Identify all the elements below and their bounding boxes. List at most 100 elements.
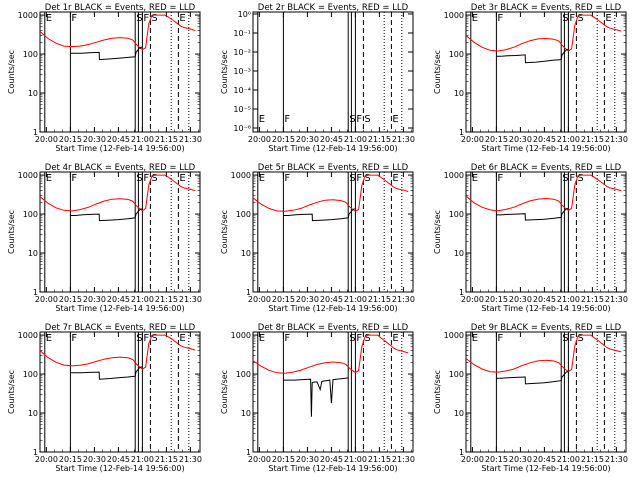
panel-title: Det 7r BLACK = Events, RED = LLD	[45, 323, 196, 333]
event-label-E1: E	[259, 114, 265, 125]
x-tick-label: 20:00	[248, 295, 271, 304]
y-tick-label: 100	[236, 370, 251, 379]
y-axis-label: Counts/sec	[433, 370, 442, 414]
x-tick-label: 21:00	[557, 295, 580, 304]
x-tick-label: 20:15	[485, 295, 508, 304]
y-axis-label: Counts/sec	[7, 210, 16, 254]
event-label-S1: S	[562, 333, 568, 344]
event-label-S3: S	[364, 114, 370, 125]
y-tick-label: 100	[23, 210, 38, 219]
event-label-E2: E	[179, 13, 185, 24]
x-axis-label: Start Time (12-Feb-14 19:56:00)	[55, 144, 184, 153]
panel-det-8: Det 8r BLACK = Events, RED = LLD 1 10 100 10…	[220, 323, 415, 473]
x-tick-label: 20:15	[485, 135, 508, 144]
plot-frame	[252, 11, 414, 133]
series-events	[283, 208, 356, 222]
x-tick-label: 20:30	[296, 295, 319, 304]
event-label-E1: E	[46, 333, 52, 344]
panel-det-6: Det 6r BLACK = Events, RED = LLD 1 10 100 10…	[433, 163, 628, 313]
x-tick-label: 20:15	[272, 455, 295, 464]
y-tick-label: 10	[241, 409, 251, 418]
event-label-S1: S	[562, 13, 568, 24]
event-label-F2: F	[569, 173, 575, 184]
x-axis-label: Start Time (12-Feb-14 19:56:00)	[481, 304, 610, 313]
event-label-F2: F	[143, 173, 149, 184]
x-axis-label: Start Time (12-Feb-14 19:56:00)	[268, 464, 397, 473]
y-tick-label: 1000	[444, 331, 464, 340]
event-label-E2: E	[605, 173, 611, 184]
x-tick-label: 21:00	[344, 135, 367, 144]
x-tick-label: 21:00	[131, 455, 154, 464]
event-label-E2: E	[392, 114, 398, 125]
x-tick-label: 20:45	[107, 295, 130, 304]
x-tick-label: 20:30	[509, 295, 532, 304]
x-tick-label: 20:00	[461, 135, 484, 144]
y-axis-label: Counts/sec	[7, 50, 16, 94]
x-tick-label: 21:00	[557, 455, 580, 464]
event-label-F2: F	[143, 13, 149, 24]
x-tick-label: 21:30	[179, 135, 202, 144]
event-label-E1: E	[472, 333, 478, 344]
event-label-E1: E	[259, 173, 265, 184]
event-label-F1: F	[284, 173, 290, 184]
series-events	[70, 366, 143, 380]
panel-det-1: Det 1r BLACK = Events, RED = LLD 1 10 100 10…	[7, 3, 202, 153]
event-label-F2: F	[143, 333, 149, 344]
series-events	[70, 46, 143, 61]
y-tick-label: 100	[449, 50, 464, 59]
y-tick-label: 1	[246, 448, 251, 457]
series-lld	[39, 334, 196, 370]
x-tick-label: 21:30	[179, 455, 202, 464]
y-tick-label: 1	[459, 288, 464, 297]
event-label-S3: S	[577, 333, 583, 344]
x-tick-label: 20:30	[296, 135, 319, 144]
y-tick-label: 100	[23, 370, 38, 379]
y-tick-label: 100	[449, 370, 464, 379]
x-tick-label: 21:30	[605, 455, 628, 464]
y-tick-label: 10	[454, 89, 464, 98]
y-tick-label: 1000	[18, 171, 38, 180]
x-tick-label: 20:45	[107, 455, 130, 464]
event-label-E2: E	[392, 173, 398, 184]
event-label-F2: F	[356, 114, 362, 125]
y-tick-label: 1000	[18, 331, 38, 340]
y-tick-label: 10	[454, 409, 464, 418]
panel-title: Det 9r BLACK = Events, RED = LLD	[471, 323, 622, 333]
series-lld	[252, 334, 409, 374]
x-axis-label: Start Time (12-Feb-14 19:56:00)	[55, 304, 184, 313]
panel-title: Det 3r BLACK = Events, RED = LLD	[471, 3, 622, 13]
panel-det-5: Det 5r BLACK = Events, RED = LLD 1 10 100 10…	[220, 163, 415, 313]
y-axis-label: Counts/sec	[433, 50, 442, 94]
y-tick-label: 10	[28, 409, 38, 418]
x-axis-label: Start Time (12-Feb-14 19:56:00)	[481, 144, 610, 153]
event-label-E1: E	[472, 13, 478, 24]
x-tick-label: 20:00	[461, 295, 484, 304]
y-tick-label: 1000	[444, 171, 464, 180]
series-lld	[39, 14, 196, 51]
x-tick-label: 21:00	[344, 455, 367, 464]
x-tick-label: 20:15	[59, 135, 82, 144]
event-label-F2: F	[569, 13, 575, 24]
y-tick-label: 1000	[231, 331, 251, 340]
y-tick-label: 1	[459, 128, 464, 137]
plot-frame	[252, 331, 414, 453]
x-tick-label: 20:00	[248, 135, 271, 144]
x-tick-label: 20:45	[533, 295, 556, 304]
x-tick-label: 21:15	[155, 135, 178, 144]
x-tick-label: 20:30	[509, 135, 532, 144]
x-tick-label: 21:15	[368, 455, 391, 464]
y-tick-label: 100	[449, 210, 464, 219]
event-label-S3: S	[364, 333, 370, 344]
event-label-F1: F	[71, 13, 77, 24]
x-tick-label: 21:30	[392, 135, 415, 144]
y-tick-label: 10⁰	[238, 10, 251, 19]
x-tick-label: 20:00	[35, 295, 58, 304]
x-tick-label: 20:15	[59, 295, 82, 304]
event-label-E1: E	[46, 173, 52, 184]
x-tick-label: 21:15	[155, 295, 178, 304]
series-lld	[252, 174, 409, 212]
y-tick-label: 10	[241, 249, 251, 258]
event-label-S3: S	[577, 173, 583, 184]
y-axis-label: Counts/sec	[220, 210, 229, 254]
event-label-E2: E	[179, 333, 185, 344]
